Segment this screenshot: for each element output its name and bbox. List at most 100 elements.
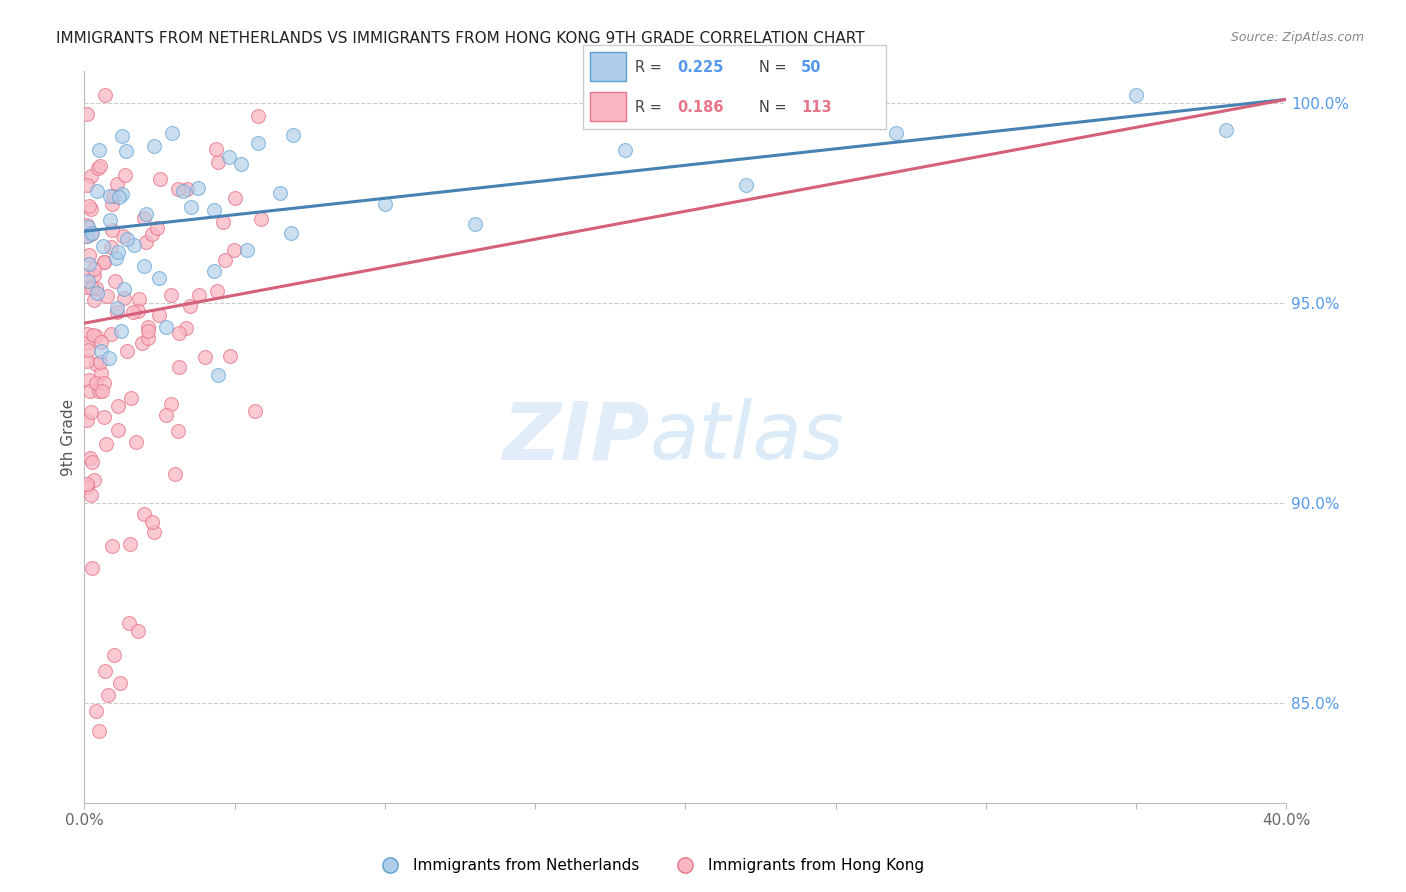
Point <box>128 292 150 306</box>
Point <box>135 235 157 249</box>
Point <box>80 226 103 240</box>
Point <box>79 451 101 466</box>
Point <box>107 399 129 413</box>
Point <box>101 196 124 211</box>
Text: atlas: atlas <box>650 398 844 476</box>
Point <box>105 301 128 315</box>
Point <box>86 704 108 718</box>
Point <box>97 688 120 702</box>
Point <box>76 326 98 341</box>
Point <box>155 408 177 422</box>
Point <box>76 413 98 427</box>
Point <box>187 181 209 195</box>
Point <box>76 279 98 293</box>
Point <box>86 184 108 198</box>
Point <box>77 257 100 271</box>
Point <box>110 324 132 338</box>
Bar <box>589 92 626 120</box>
Point <box>80 169 103 183</box>
Point <box>90 335 112 350</box>
Point <box>132 211 155 225</box>
Point <box>1215 123 1237 137</box>
Point <box>76 107 98 121</box>
Point <box>111 128 134 143</box>
Point <box>83 473 105 487</box>
Point <box>160 397 183 411</box>
Point <box>87 143 110 157</box>
Text: Source: ZipAtlas.com: Source: ZipAtlas.com <box>1230 31 1364 45</box>
Point <box>79 373 101 387</box>
Point <box>93 410 115 425</box>
Legend: Immigrants from Netherlands, Immigrants from Hong Kong: Immigrants from Netherlands, Immigrants … <box>368 852 931 880</box>
Point <box>250 212 273 227</box>
Point <box>98 351 121 365</box>
Point <box>125 434 148 449</box>
Point <box>93 255 115 269</box>
Point <box>160 288 183 302</box>
Point <box>166 182 188 196</box>
Point <box>76 229 98 244</box>
Point <box>77 274 100 288</box>
Point <box>148 271 170 285</box>
Point <box>83 268 105 283</box>
Point <box>80 455 103 469</box>
Point <box>162 126 184 140</box>
Point <box>91 239 114 253</box>
Point <box>134 259 156 273</box>
Point <box>107 423 129 437</box>
Point <box>245 403 267 417</box>
Point <box>111 187 134 202</box>
Point <box>149 172 172 186</box>
Point <box>93 376 115 390</box>
Point <box>141 516 163 530</box>
Point <box>146 220 169 235</box>
Point <box>77 220 100 235</box>
Bar <box>589 53 626 81</box>
Point <box>83 293 105 307</box>
Point <box>112 229 135 244</box>
Point <box>76 219 98 233</box>
Text: ZIP: ZIP <box>502 398 650 476</box>
Point <box>107 245 129 260</box>
Text: 50: 50 <box>801 60 821 75</box>
Point <box>280 226 302 240</box>
Point <box>112 291 135 305</box>
Point <box>101 189 124 203</box>
Point <box>231 157 253 171</box>
Point <box>90 367 112 381</box>
Point <box>167 360 190 375</box>
Point <box>138 330 160 344</box>
Point <box>89 355 111 369</box>
Point <box>80 405 103 419</box>
Point <box>174 320 197 334</box>
Point <box>76 228 98 243</box>
Point <box>79 248 101 262</box>
Point <box>115 145 138 159</box>
Point <box>80 488 103 502</box>
Point <box>205 142 228 156</box>
Point <box>281 128 304 142</box>
Point <box>219 350 242 364</box>
Point <box>614 143 637 157</box>
Point <box>1125 88 1147 103</box>
Point <box>84 329 107 343</box>
Point <box>104 252 127 266</box>
Point <box>87 384 110 399</box>
Point <box>82 327 104 342</box>
Point <box>464 217 486 231</box>
Point <box>176 182 198 196</box>
Point <box>76 178 98 193</box>
Point <box>77 343 100 357</box>
Point <box>79 227 101 241</box>
Point <box>104 274 127 288</box>
Point <box>89 159 111 173</box>
Point <box>83 261 105 276</box>
Point <box>82 561 104 575</box>
Point <box>136 324 159 338</box>
Point <box>80 202 103 217</box>
Point <box>93 255 115 269</box>
Point <box>202 203 225 218</box>
Point <box>84 357 107 371</box>
Point <box>235 243 257 257</box>
Point <box>211 215 233 229</box>
